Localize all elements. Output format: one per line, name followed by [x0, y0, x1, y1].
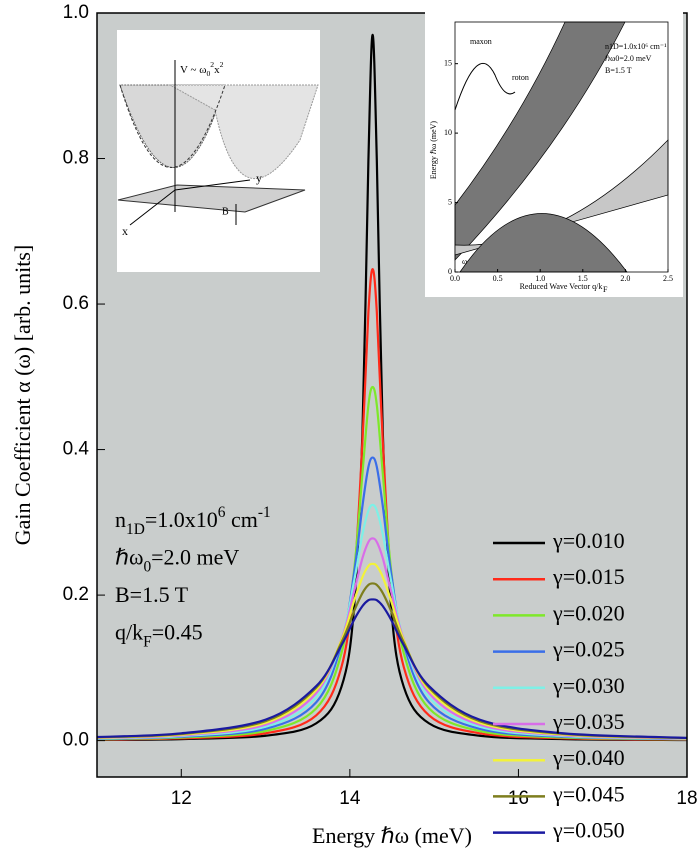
- parabola-surface: [119, 84, 226, 168]
- marks: [96, 33, 688, 742]
- inset-x-label: Reduced Wave Vector q/k: [520, 282, 603, 291]
- y-label: y: [256, 171, 262, 185]
- x-tick-label: 16: [508, 788, 529, 809]
- text-part: F: [143, 634, 152, 651]
- parabola-surface: [168, 84, 319, 180]
- y-tick-label: 0.8: [63, 148, 89, 169]
- y-tick-label: 0.0: [63, 730, 89, 751]
- y-axis: [174, 179, 251, 191]
- inset-y-tick-label: 0: [448, 267, 452, 276]
- legend-label: γ=0.040: [552, 745, 625, 770]
- x-tick-label: 14: [339, 788, 361, 809]
- parabola-edge: [119, 84, 226, 168]
- band: [454, 21, 626, 261]
- lens: [459, 213, 628, 273]
- annotation: ℏω0=2.0 meV: [115, 545, 239, 576]
- x-tick-label: 12: [171, 788, 192, 809]
- inset-plot-frame: [454, 21, 669, 273]
- annotation: q/kF=0.45: [115, 620, 203, 651]
- annotation: B=1.5 T: [115, 582, 189, 607]
- text-part: n: [115, 507, 126, 532]
- legend-label: γ=0.050: [552, 818, 625, 843]
- maxon-roton-curve: [454, 62, 516, 111]
- series-line: [96, 385, 688, 741]
- legend-label: γ=0.045: [552, 781, 625, 806]
- text-part: 2: [210, 60, 214, 69]
- text-part: 2: [220, 60, 224, 69]
- legend-label: γ=0.010: [552, 528, 625, 553]
- inset-x-tick-label: 1.5: [578, 274, 588, 283]
- series-line: [96, 456, 688, 741]
- x-axis-label: Energy ℏω (meV): [312, 823, 472, 848]
- inset-y-label: Energy ℏω (meV): [429, 121, 438, 180]
- text-part: x: [214, 64, 220, 76]
- text-part: q/k: [115, 620, 143, 645]
- plasmon-label: ω: [462, 257, 467, 266]
- inset-y-tick-label: 15: [444, 58, 452, 67]
- inset-left: V ~ ω02x2 y x B: [117, 30, 320, 272]
- annotation: n1D=1.0x106 cm-1: [115, 504, 271, 538]
- inset-note: B=1.5 T: [605, 66, 632, 75]
- text-part: 1D: [126, 521, 145, 538]
- legend-label: γ=0.015: [552, 564, 625, 589]
- inset-y-tick-label: 5: [448, 197, 452, 206]
- series-line: [96, 503, 688, 741]
- inset-x-tick-label: 0.0: [450, 274, 460, 283]
- x-tick-label: 18: [676, 788, 697, 809]
- inset-x-tick-label: 0.5: [493, 274, 503, 283]
- series-line: [96, 268, 688, 741]
- text-part: 6: [218, 504, 226, 521]
- legend-label: γ=0.035: [552, 709, 625, 734]
- inset-note: ℏω0=2.0 meV: [605, 54, 652, 63]
- plot-frame: [96, 12, 688, 778]
- text-part: =2.0 meV: [151, 545, 239, 570]
- text-part: =0.45: [152, 620, 203, 645]
- inset-right: maxon roton ω Reduced Wave Vector q/k En…: [425, 12, 683, 297]
- text-part: ℏω: [115, 545, 143, 570]
- series-line: [96, 537, 688, 740]
- inset-y-tick-label: 10: [444, 128, 452, 137]
- inset-x-tick-label: 2.5: [663, 274, 673, 283]
- series-line: [96, 33, 688, 742]
- series-line: [96, 562, 688, 740]
- y-axis-label: Gain Coefficient α (ω) [arb. units]: [10, 245, 35, 546]
- y-tick-label: 0.2: [63, 584, 89, 605]
- field-label: B: [222, 206, 229, 217]
- text-part: 0: [143, 559, 151, 576]
- plane: [117, 184, 306, 213]
- series-line: [96, 598, 688, 739]
- legend-label: γ=0.030: [552, 673, 625, 698]
- legend-label: γ=0.025: [552, 637, 625, 662]
- inset-x-label-sub: F: [603, 285, 608, 294]
- text-part: =1.0x10: [145, 507, 218, 532]
- x-label: x: [122, 224, 128, 238]
- inset-x-tick-label: 2.0: [620, 274, 630, 283]
- text-part: cm: [225, 507, 257, 532]
- potential-label: V ~ ω02x2: [180, 60, 224, 78]
- y-tick-label: 0.6: [63, 293, 89, 314]
- roton-label: roton: [512, 73, 529, 82]
- text-part: 0: [206, 69, 210, 78]
- y-tick-label: 1.0: [63, 2, 89, 23]
- maxon-label: maxon: [470, 37, 492, 46]
- inset-note: n1D=1.0x10⁶ cm⁻¹: [605, 42, 667, 51]
- inset-x-tick-label: 1.0: [535, 274, 545, 283]
- text-part: -1: [258, 504, 271, 521]
- series-line: [96, 582, 688, 740]
- text-part: V ~ ω: [180, 64, 206, 76]
- legend-label: γ=0.020: [552, 600, 625, 625]
- text-part: B=1.5 T: [115, 582, 189, 607]
- x-axis: [129, 189, 176, 226]
- y-tick-label: 0.4: [63, 439, 90, 460]
